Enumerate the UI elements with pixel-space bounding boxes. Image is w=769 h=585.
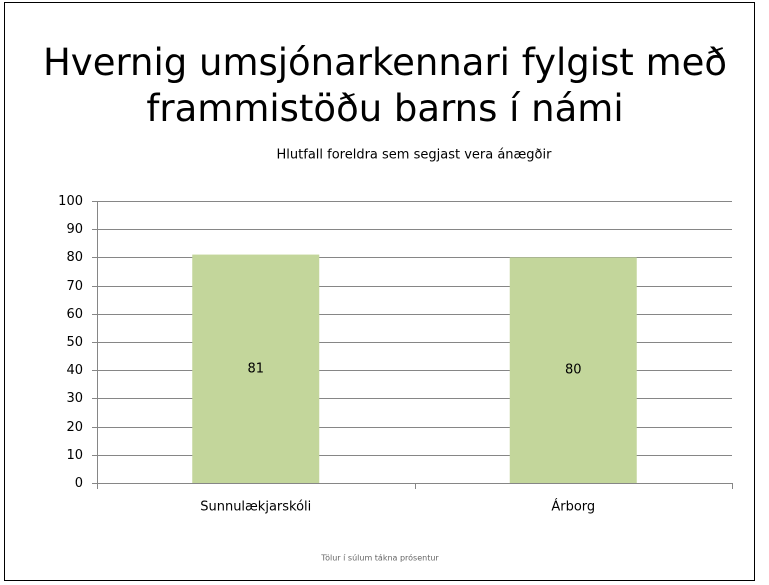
y-tick-label: 70 <box>66 279 83 294</box>
data-label: 80 <box>565 363 582 378</box>
y-tick-label: 60 <box>66 307 83 322</box>
chart-title: Hvernig umsjónarkennari fylgist með fram… <box>42 41 728 130</box>
data-label: 81 <box>247 361 264 376</box>
y-tick-label: 40 <box>66 363 83 378</box>
y-tick-label: 100 <box>58 194 83 209</box>
y-tick-label: 0 <box>75 476 83 491</box>
y-tick-label: 20 <box>66 420 83 435</box>
x-tick-label: Árborg <box>551 499 595 515</box>
y-tick-label: 30 <box>66 391 83 406</box>
y-tick-label: 10 <box>66 448 83 463</box>
bar <box>192 254 320 483</box>
y-tick-label: 50 <box>66 335 83 350</box>
chart-subtitle: Hlutfall foreldra sem segjast vera ánægð… <box>277 148 553 163</box>
bar <box>509 257 637 483</box>
x-tick-label: Sunnulækjarskóli <box>200 500 311 515</box>
y-tick-label: 80 <box>66 250 83 265</box>
y-tick-label: 90 <box>66 222 83 237</box>
footnote: Tölur í súlum tákna prósentur <box>320 553 439 563</box>
chart-frame <box>4 2 755 581</box>
